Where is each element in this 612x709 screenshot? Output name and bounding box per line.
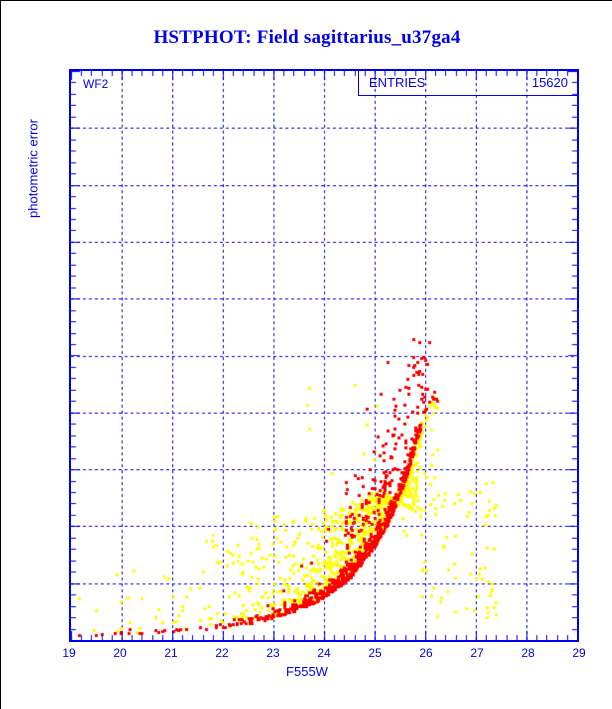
chip-label: WF2 <box>83 77 109 91</box>
x-tick-label: 19 <box>62 646 76 660</box>
x-tick-label: 26 <box>419 646 433 660</box>
x-tick-label: 21 <box>164 646 178 660</box>
tick-canvas <box>71 71 577 640</box>
entries-count: 15620 <box>531 75 568 90</box>
x-tick-label: 28 <box>521 646 535 660</box>
entries-label: ENTRIES <box>369 75 426 90</box>
x-tick-label: 22 <box>215 646 229 660</box>
plot-area <box>69 69 579 642</box>
x-axis-title: F555W <box>286 664 328 679</box>
y-axis-title: photometric error <box>25 119 41 218</box>
x-tick-label: 20 <box>113 646 127 660</box>
x-tick-label: 24 <box>317 646 331 660</box>
x-tick-label: 27 <box>470 646 484 660</box>
x-tick-label: 29 <box>572 646 586 660</box>
page-title: HSTPHOT: Field sagittarius_u37ga4 <box>153 27 461 48</box>
x-tick-label: 25 <box>368 646 382 660</box>
entries-box: ENTRIES 15620 <box>358 69 579 96</box>
x-tick-label: 23 <box>266 646 280 660</box>
